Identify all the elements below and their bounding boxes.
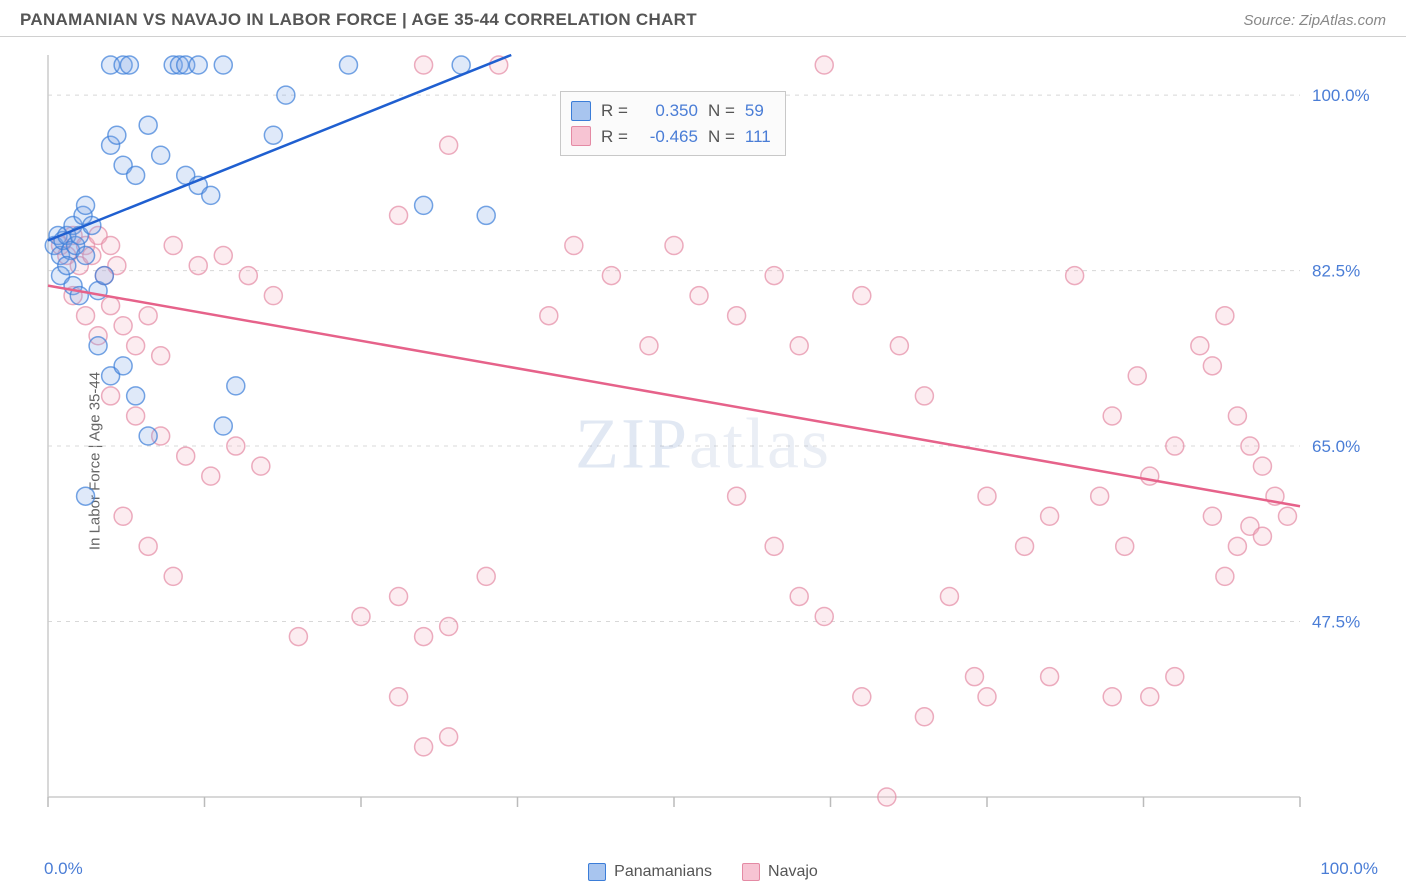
- n-label: N =: [708, 124, 735, 150]
- header: PANAMANIAN VS NAVAJO IN LABOR FORCE | AG…: [0, 0, 1406, 37]
- swatch-icon: [742, 863, 760, 881]
- r-value: 0.350: [638, 98, 698, 124]
- legend-item-navajo: Navajo: [742, 863, 818, 881]
- r-label: R =: [601, 98, 628, 124]
- correlation-legend: R = 0.350 N = 59 R = -0.465 N = 111: [560, 91, 786, 156]
- svg-text:82.5%: 82.5%: [1312, 262, 1360, 281]
- legend-label: Panamanians: [614, 863, 712, 881]
- correl-row-panamanian: R = 0.350 N = 59: [571, 98, 771, 124]
- r-label: R =: [601, 124, 628, 150]
- scatter-plot: 47.5% 65.0% 82.5% 100.0%: [40, 47, 1380, 837]
- correl-row-navajo: R = -0.465 N = 111: [571, 124, 771, 150]
- n-value: 59: [745, 98, 764, 124]
- swatch-icon: [588, 863, 606, 881]
- swatch-icon: [571, 101, 591, 121]
- chart-area: In Labor Force | Age 35-44 47.5%65.0%82.…: [0, 37, 1406, 885]
- svg-text:47.5%: 47.5%: [1312, 613, 1360, 632]
- source-label: Source: ZipAtlas.com: [1243, 12, 1386, 29]
- legend-label: Navajo: [768, 863, 818, 881]
- svg-text:65.0%: 65.0%: [1312, 437, 1360, 456]
- svg-text:100.0%: 100.0%: [1312, 86, 1370, 105]
- r-value: -0.465: [638, 124, 698, 150]
- swatch-icon: [571, 126, 591, 146]
- legend-item-panamanians: Panamanians: [588, 863, 712, 881]
- bottom-legend: Panamanians Navajo: [0, 863, 1406, 881]
- n-label: N =: [708, 98, 735, 124]
- chart-title: PANAMANIAN VS NAVAJO IN LABOR FORCE | AG…: [20, 10, 697, 30]
- n-value: 111: [745, 124, 771, 150]
